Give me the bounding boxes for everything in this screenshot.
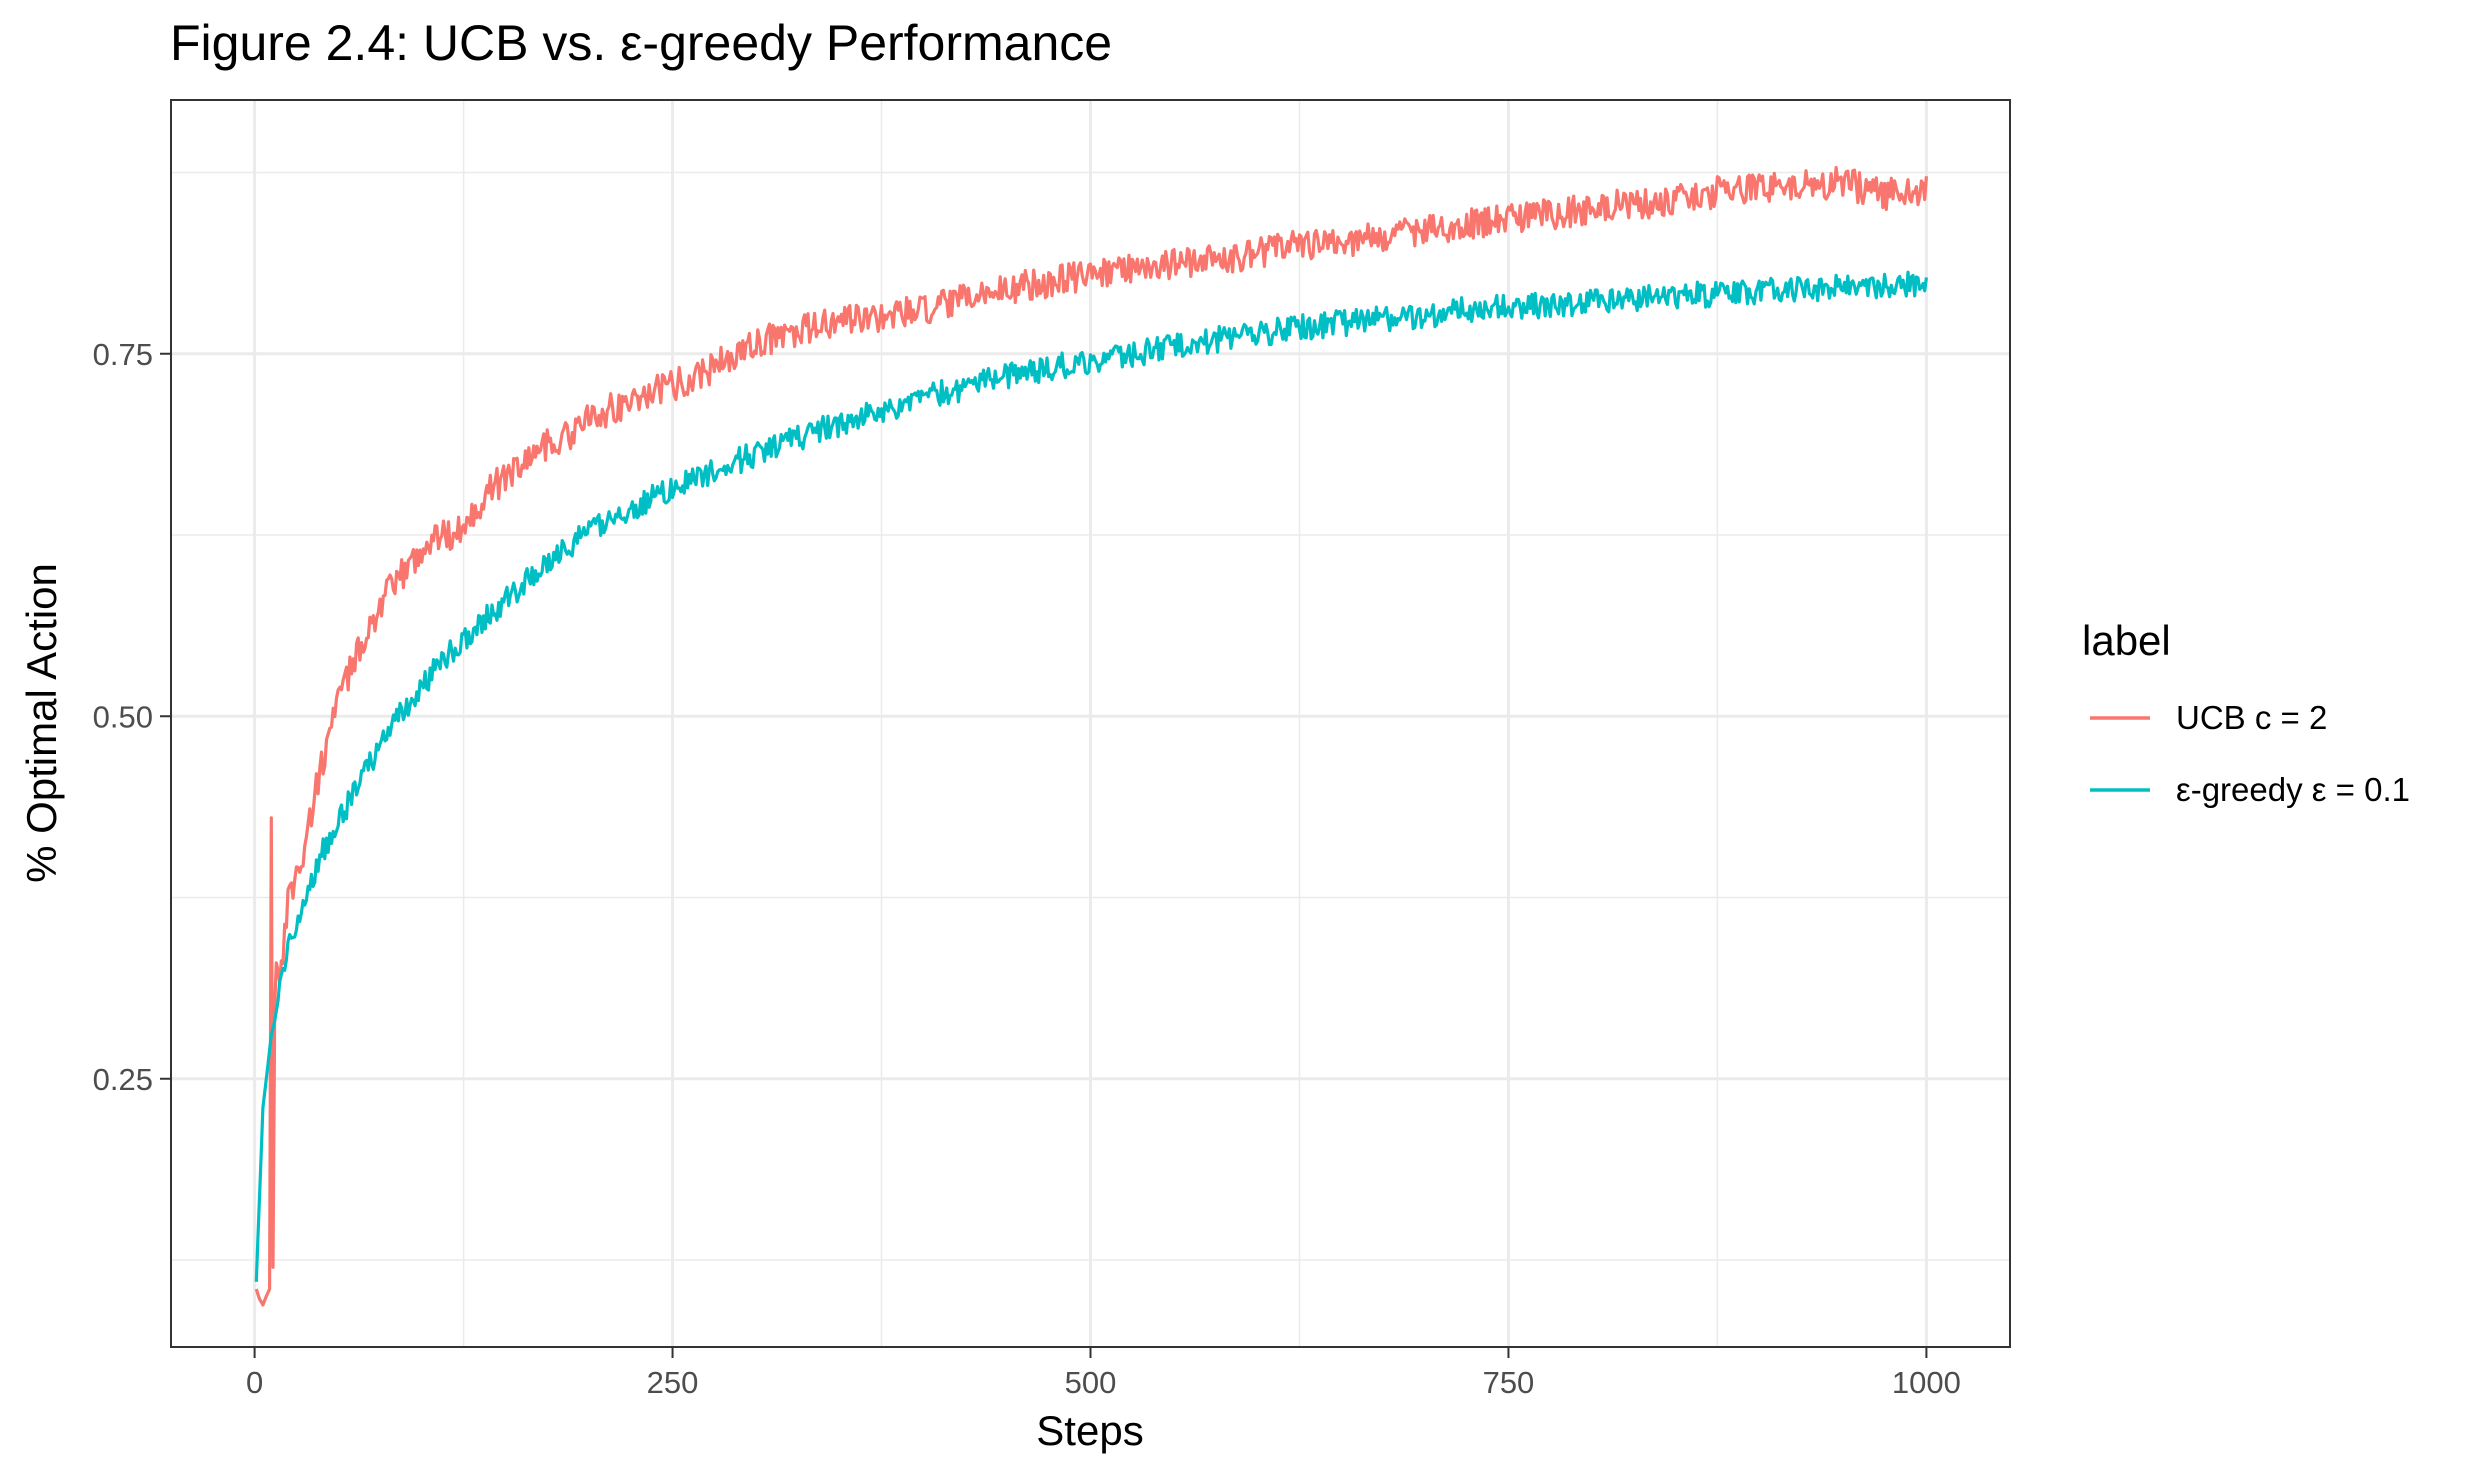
y-axis-title: % Optimal Action — [18, 563, 65, 883]
legend: label UCB c = 2 ε-greedy ε = 0.1 — [2082, 617, 2410, 808]
x-axis-title: Steps — [1036, 1407, 1143, 1454]
x-tick-label: 500 — [1065, 1365, 1117, 1400]
x-tick-label: 250 — [647, 1365, 699, 1400]
series-layer — [254, 165, 1928, 1307]
x-tick-label: 1000 — [1892, 1365, 1961, 1400]
x-tick-label: 0 — [246, 1365, 263, 1400]
legend-label-egreedy: ε-greedy ε = 0.1 — [2176, 771, 2410, 808]
plot-panel — [170, 99, 2011, 1348]
chart-title: Figure 2.4: UCB vs. ε-greedy Performance — [170, 15, 1112, 71]
series-line-egreedy — [254, 270, 1928, 1282]
legend-title: label — [2082, 617, 2171, 664]
x-tick-label: 750 — [1483, 1365, 1535, 1400]
x-axis: 0 250 500 750 1000 — [246, 1347, 1961, 1400]
y-tick-label: 0.75 — [93, 337, 153, 372]
series-line-ucb — [254, 165, 1928, 1307]
y-tick-label: 0.50 — [93, 699, 153, 734]
y-axis: 0.25 0.50 0.75 — [93, 337, 171, 1097]
legend-label-ucb: UCB c = 2 — [2176, 699, 2327, 736]
y-tick-label: 0.25 — [93, 1062, 153, 1097]
